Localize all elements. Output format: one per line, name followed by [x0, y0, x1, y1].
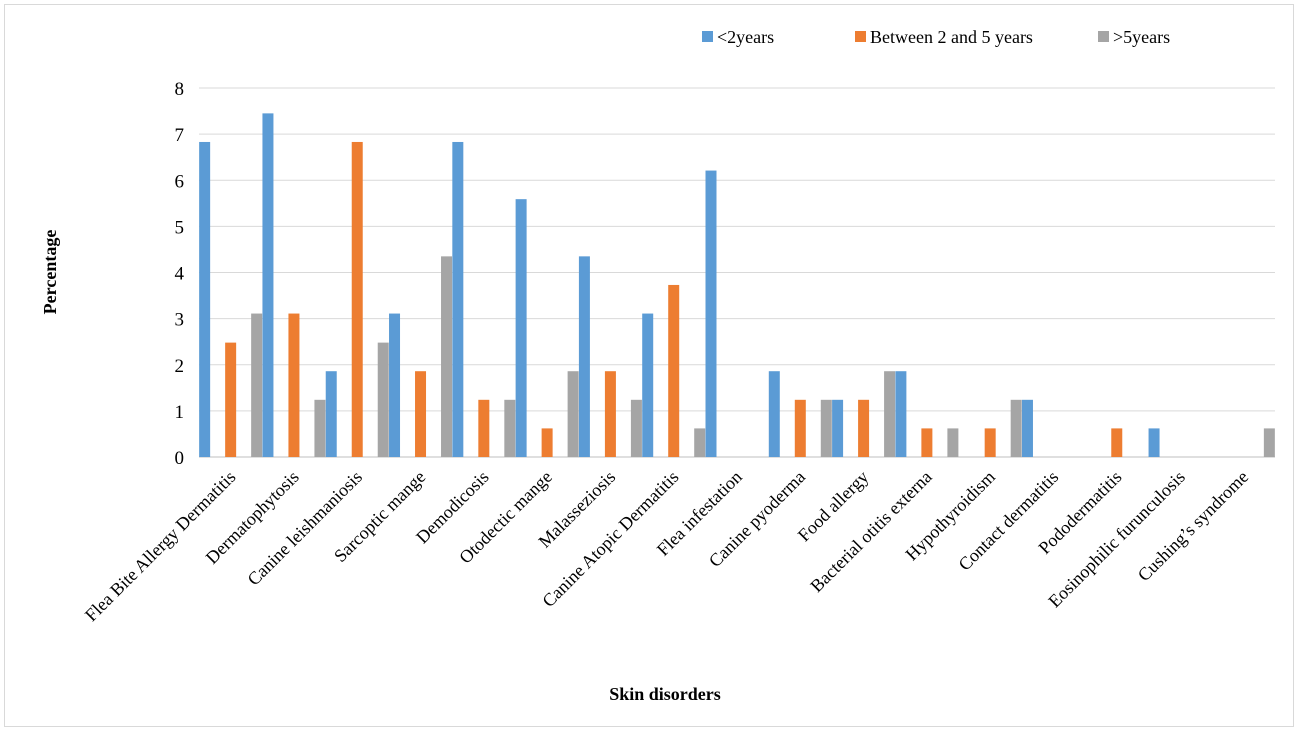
bar-gt5 [441, 256, 453, 457]
legend-swatch [1098, 31, 1109, 42]
bar-gt5 [377, 342, 389, 457]
bar-between2and5 [541, 428, 553, 457]
bars [199, 113, 1275, 458]
bar-gt5 [1263, 428, 1275, 457]
legend: <2years Between 2 and 5 years >5years [702, 27, 1170, 47]
y-tick-label: 1 [175, 402, 185, 423]
bar-gt5 [630, 399, 642, 457]
bar-between2and5 [1111, 428, 1123, 457]
x-tick-label: Cushing’s syndrome [1134, 467, 1252, 585]
bar-between2and5 [351, 141, 363, 457]
bar-lt2 [325, 371, 337, 457]
bar-lt2 [832, 399, 844, 457]
y-tick-label: 4 [175, 264, 185, 285]
y-tick-label: 7 [175, 125, 185, 146]
bar-between2and5 [668, 284, 680, 457]
bar-between2and5 [604, 371, 616, 457]
legend-label: >5years [1113, 27, 1170, 47]
x-axis-ticks: Flea Bite Allergy DermatitisDermatophyto… [81, 467, 1252, 625]
bar-between2and5 [415, 371, 427, 457]
y-tick-label: 6 [175, 171, 185, 192]
bar-lt2 [578, 256, 590, 457]
bar-gt5 [884, 371, 896, 457]
legend-swatch [855, 31, 866, 42]
bar-gt5 [820, 399, 832, 457]
bar-lt2 [768, 371, 780, 457]
bar-lt2 [1021, 399, 1033, 457]
y-axis-title: Percentage [40, 230, 60, 315]
bar-gt5 [251, 313, 263, 457]
bar-lt2 [389, 313, 401, 457]
bar-between2and5 [984, 428, 996, 457]
y-tick-label: 5 [175, 217, 185, 238]
bar-lt2 [199, 141, 211, 457]
bar-lt2 [515, 199, 527, 457]
bar-gt5 [504, 399, 516, 457]
y-tick-label: 3 [175, 310, 185, 331]
y-tick-label: 2 [175, 356, 185, 377]
x-axis-title: Skin disorders [609, 684, 721, 704]
bar-between2and5 [288, 313, 300, 457]
bar-gt5 [694, 428, 706, 457]
y-tick-label: 8 [175, 79, 185, 100]
x-tick-label: Bacterial otitis externa [806, 467, 935, 596]
bar-between2and5 [794, 399, 806, 457]
bar-lt2 [642, 313, 654, 457]
bar-gt5 [567, 371, 579, 457]
legend-label: <2years [717, 27, 774, 47]
bar-between2and5 [858, 399, 870, 457]
legend-label: Between 2 and 5 years [870, 27, 1033, 47]
bar-gt5 [1010, 399, 1022, 457]
bar-lt2 [1148, 428, 1160, 457]
bar-gt5 [947, 428, 959, 457]
bar-between2and5 [921, 428, 933, 457]
bar-gt5 [314, 399, 326, 457]
bar-lt2 [895, 371, 907, 457]
y-axis-ticks: 0 1 2 3 4 5 6 7 8 [175, 79, 185, 469]
y-tick-label: 0 [175, 448, 185, 469]
legend-swatch [702, 31, 713, 42]
bar-lt2 [705, 170, 717, 457]
bar-between2and5 [225, 342, 237, 457]
x-tick-label: Canine leishmaniosis [243, 467, 366, 590]
bar-lt2 [452, 141, 464, 457]
bar-between2and5 [478, 399, 490, 457]
bar-lt2 [262, 113, 274, 458]
